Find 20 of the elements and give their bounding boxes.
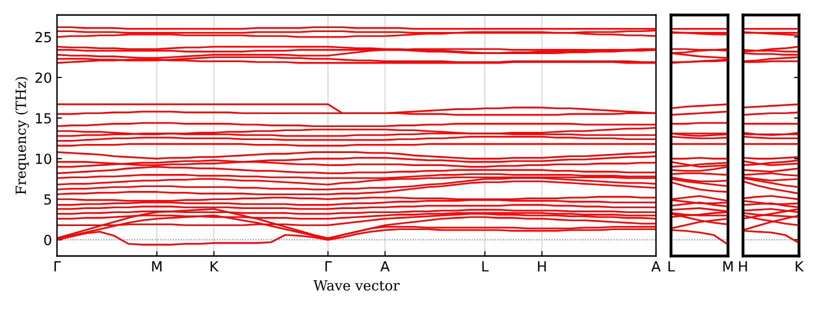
x-tick-label: M (723, 261, 733, 272)
x-tick-label: Γ (325, 261, 332, 272)
y-tick-label: 20 (35, 72, 52, 83)
y-axis-title: Frequency (THz) (15, 77, 29, 194)
x-tick-label: A (651, 261, 661, 272)
x-axis-title: Wave vector (313, 280, 400, 291)
y-tick-label: 0 (44, 234, 52, 246)
x-tick-label: H (538, 261, 546, 272)
x-tick-label: H (739, 261, 747, 272)
y-tick-label: 10 (36, 154, 52, 164)
x-tick-label: L (668, 261, 675, 272)
x-tick-label: M (152, 261, 162, 272)
x-tick-label: K (796, 261, 804, 272)
y-tick-label: 25 (35, 32, 51, 42)
x-tick-label: Γ (54, 261, 61, 272)
x-tick-label: L (482, 261, 489, 272)
x-tick-label: A (380, 261, 390, 272)
x-tick-label: K (210, 261, 219, 272)
y-tick-label: 5 (44, 194, 51, 205)
y-tick-label: 15 (36, 113, 51, 124)
